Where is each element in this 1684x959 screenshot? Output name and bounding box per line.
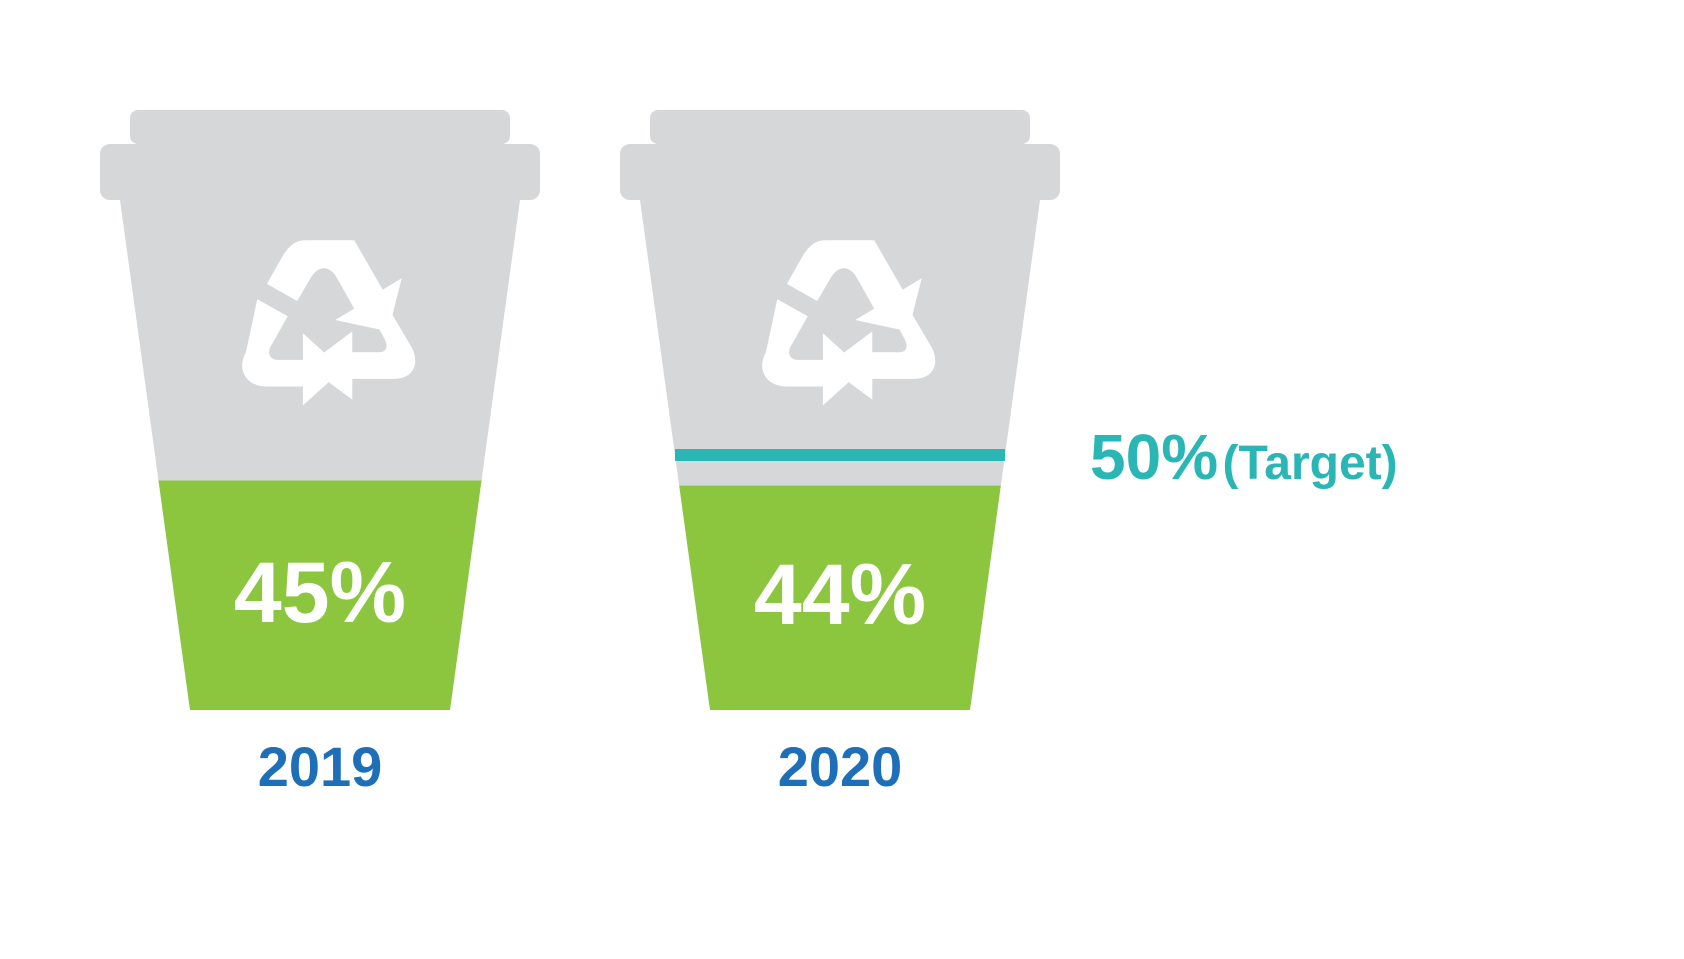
- target-word: (Target): [1223, 437, 1398, 490]
- bin-lid-rim: [620, 144, 1060, 200]
- target-percent: 50%: [1090, 421, 1218, 493]
- bin-2020: 44%: [620, 110, 1060, 710]
- year-label: 2019: [100, 734, 540, 799]
- bin-fill: [159, 481, 482, 711]
- bin-lid-cap: [650, 110, 1030, 144]
- bin-fill: [679, 486, 1001, 710]
- bin-lid-cap: [130, 110, 510, 144]
- year-label: 2020: [620, 734, 1060, 799]
- bin-svg: [100, 110, 540, 710]
- target-label: 50% (Target): [1090, 420, 1398, 494]
- bin-svg: [620, 110, 1060, 710]
- bin-2019: 45%: [100, 110, 540, 710]
- bin-lid-rim: [100, 144, 540, 200]
